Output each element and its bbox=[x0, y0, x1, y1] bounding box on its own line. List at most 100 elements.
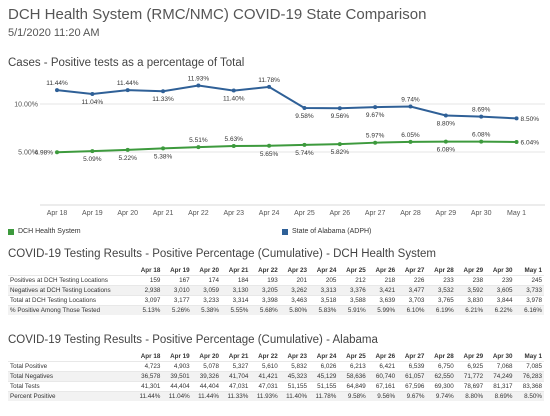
column-header: Apr 27 bbox=[404, 266, 425, 274]
table-cell: 6.19% bbox=[426, 305, 456, 315]
x-tick-label: Apr 21 bbox=[153, 210, 174, 217]
table-cell: 3,463 bbox=[279, 295, 310, 306]
table-header-row: Apr 18 Apr 19 Apr 20 Apr 21 Apr 22 Apr 23 Apr … bbox=[8, 266, 544, 276]
table-cell: 5,078 bbox=[191, 361, 222, 372]
table-cell: 64,849 bbox=[338, 381, 368, 392]
table-cell: 5.38% bbox=[191, 305, 222, 315]
table-cell: 3,398 bbox=[250, 295, 280, 306]
data-label: 8.50% bbox=[521, 116, 540, 123]
data-label: 11.93% bbox=[188, 75, 210, 82]
column-header: Apr 20 bbox=[199, 266, 220, 274]
table-cell: 3,376 bbox=[338, 285, 368, 296]
series-line-0 bbox=[56, 84, 517, 120]
column-header: Apr 30 bbox=[492, 352, 513, 360]
table-cell: 6,539 bbox=[397, 361, 427, 372]
data-point bbox=[55, 88, 59, 93]
table-cell: 5.80% bbox=[279, 305, 310, 315]
table-cell: 41,301 bbox=[133, 381, 163, 392]
x-tick-label: Apr 25 bbox=[294, 210, 315, 217]
column-header: Apr 21 bbox=[228, 352, 249, 360]
page-title: DCH Health System (RMC/NMC) COVID-19 Sta… bbox=[8, 6, 427, 23]
table-row: Positives at DCH Testing Locations 159 167… bbox=[8, 275, 544, 286]
data-label: 6.04% bbox=[521, 140, 540, 147]
table-cell: 3,588 bbox=[338, 295, 368, 306]
table-cell: 67,596 bbox=[397, 381, 427, 392]
table-cell: 3,010 bbox=[162, 285, 192, 296]
row-label: Percent Positive bbox=[8, 391, 133, 401]
table-cell: 3,233 bbox=[191, 295, 222, 306]
table-cell: 41,704 bbox=[221, 371, 251, 382]
table-cell: 6,750 bbox=[426, 361, 456, 372]
x-tick-label: Apr 29 bbox=[436, 210, 457, 217]
legend-label-alabama: State of Alabama (ADPH) bbox=[292, 228, 372, 235]
row-label: % Positive Among Those Tested bbox=[8, 305, 133, 315]
table-cell: 44,404 bbox=[162, 381, 192, 392]
table-cell: 5.26% bbox=[162, 305, 192, 315]
table-cell: 2,938 bbox=[133, 285, 163, 296]
x-tick-label: Apr 27 bbox=[365, 210, 386, 217]
data-label: 11.44% bbox=[46, 80, 68, 87]
table-cell: 74,249 bbox=[485, 371, 515, 382]
data-label: 11.33% bbox=[152, 96, 174, 103]
table-cell: 71,772 bbox=[455, 371, 486, 382]
table-cell: 51,155 bbox=[309, 381, 339, 392]
table-cell: 4,723 bbox=[133, 361, 163, 372]
data-label: 8.69% bbox=[472, 107, 491, 114]
table-cell: 218 bbox=[367, 275, 398, 286]
table-cell: 6.10% bbox=[397, 305, 427, 315]
table-cell: 3,518 bbox=[309, 295, 339, 306]
data-point bbox=[514, 140, 519, 145]
table-cell: 81,317 bbox=[485, 381, 515, 392]
series-line-1 bbox=[56, 140, 517, 154]
data-point bbox=[373, 105, 378, 110]
column-header: May 1 bbox=[524, 266, 542, 274]
legend-swatch-dch bbox=[8, 228, 14, 235]
data-label: 5.09% bbox=[83, 156, 102, 163]
table-cell: 3,059 bbox=[191, 285, 222, 296]
table-cell: 245 bbox=[514, 275, 544, 286]
table-cell: 7,068 bbox=[485, 361, 515, 372]
table-cell: 76,283 bbox=[514, 371, 544, 382]
data-point bbox=[125, 147, 130, 152]
table-cell: 45,129 bbox=[309, 371, 339, 382]
table-cell: 184 bbox=[221, 275, 251, 286]
legend-item-dch[interactable]: DCH Health System bbox=[8, 228, 81, 235]
table-cell: 3,205 bbox=[250, 285, 280, 296]
data-label: 5.82% bbox=[331, 149, 350, 156]
table-cell: 3,639 bbox=[367, 295, 398, 306]
data-label: 11.04% bbox=[82, 99, 104, 106]
table-row: Negatives at DCH Testing Locations 2,938 3… bbox=[8, 285, 544, 296]
alabama-results-table: Apr 18 Apr 19 Apr 20 Apr 21 Apr 22 Apr 23 Apr … bbox=[8, 352, 544, 401]
data-label: 6.08% bbox=[472, 132, 491, 139]
table-cell: 3,830 bbox=[455, 295, 486, 306]
table-cell: 193 bbox=[250, 275, 280, 286]
table-cell: 3,177 bbox=[162, 295, 192, 306]
data-point bbox=[302, 142, 307, 147]
column-header: Apr 28 bbox=[434, 266, 454, 274]
table-cell: 201 bbox=[279, 275, 310, 286]
table-cell: 36,578 bbox=[133, 371, 163, 382]
table-cell: 226 bbox=[397, 275, 427, 286]
x-tick-label: Apr 26 bbox=[329, 210, 350, 217]
data-label: 9.74% bbox=[401, 96, 420, 103]
data-point bbox=[408, 139, 413, 144]
column-header: Apr 19 bbox=[170, 352, 190, 360]
table-cell: 233 bbox=[426, 275, 456, 286]
row-label: Total Tests bbox=[8, 381, 133, 392]
row-label: Positives at DCH Testing Locations bbox=[8, 275, 133, 286]
column-header: Apr 22 bbox=[258, 266, 278, 274]
column-header: Apr 24 bbox=[316, 266, 337, 274]
data-point bbox=[196, 83, 201, 88]
row-label: Total Positive bbox=[8, 361, 133, 372]
table-cell: 11.33% bbox=[221, 391, 251, 401]
table-cell: 3,097 bbox=[133, 295, 163, 306]
table-cell: 9.74% bbox=[426, 391, 456, 401]
legend-item-alabama[interactable]: State of Alabama (ADPH) bbox=[282, 228, 371, 235]
table-cell: 45,323 bbox=[279, 371, 310, 382]
table-cell: 47,031 bbox=[250, 381, 280, 392]
data-point bbox=[514, 116, 519, 121]
table-cell: 3,130 bbox=[221, 285, 251, 296]
table-cell: 61,057 bbox=[397, 371, 427, 382]
table-cell: 83,368 bbox=[514, 381, 544, 392]
table-cell: 3,978 bbox=[514, 295, 544, 306]
